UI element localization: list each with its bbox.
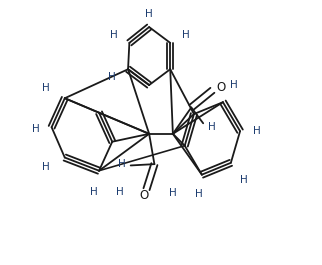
Text: O: O [216,81,226,94]
Text: H: H [43,83,50,93]
Text: H: H [32,123,40,134]
Text: H: H [90,187,98,197]
Text: H: H [116,187,124,197]
Text: H: H [195,189,203,200]
Text: H: H [109,72,116,82]
Text: H: H [240,175,248,185]
Text: H: H [110,30,118,40]
Text: H: H [230,80,237,90]
Text: H: H [43,162,50,172]
Text: H: H [145,9,153,19]
Text: H: H [182,30,190,40]
Text: H: H [118,159,125,169]
Text: O: O [139,189,148,202]
Text: H: H [253,126,261,136]
Text: H: H [208,122,216,132]
Text: H: H [169,188,177,198]
